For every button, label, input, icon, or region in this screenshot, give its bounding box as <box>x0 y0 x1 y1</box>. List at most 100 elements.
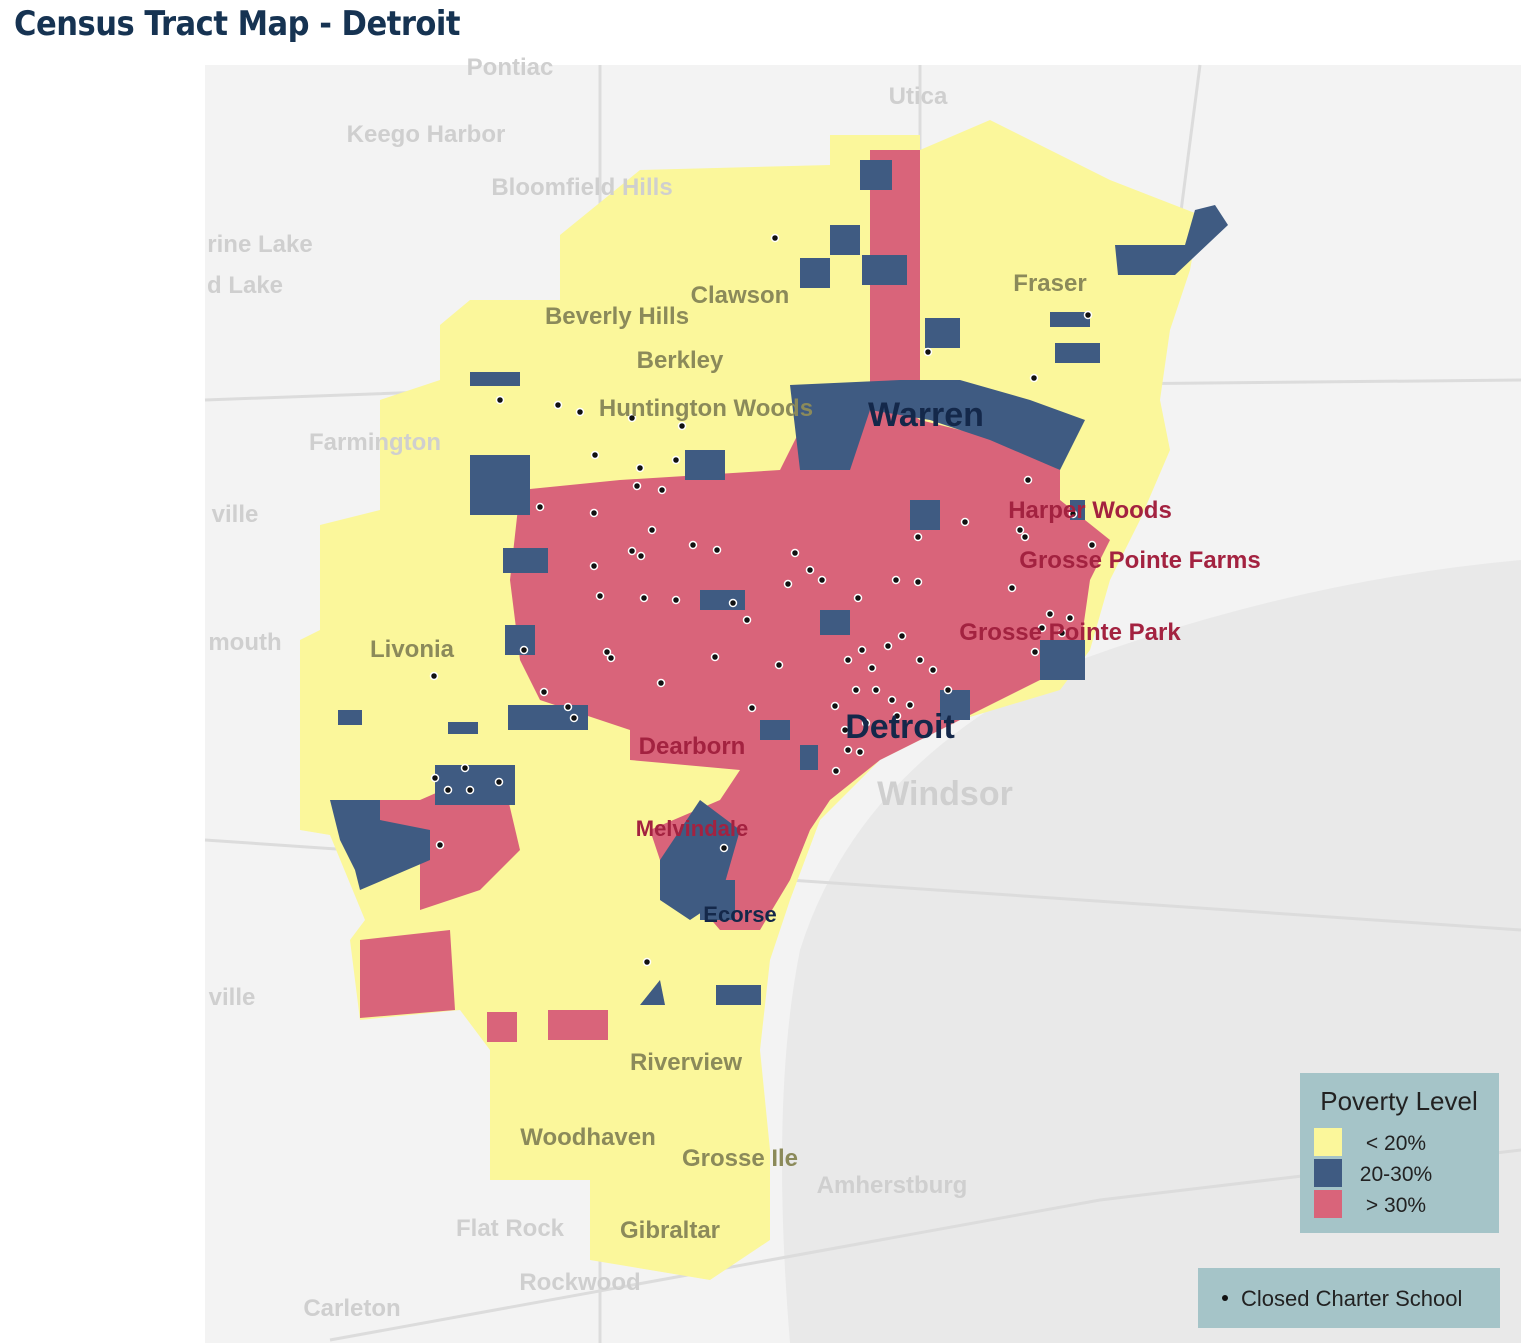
place-label: Grosse Ile <box>682 1145 798 1172</box>
school-dot <box>728 598 738 608</box>
school-dot <box>553 400 563 410</box>
school-dot <box>639 593 649 603</box>
school-dot <box>887 695 897 705</box>
legend-label: 20-30% <box>1360 1163 1432 1186</box>
school-dot <box>905 700 915 710</box>
place-label: Farmington <box>309 429 441 456</box>
school-dot <box>1020 532 1030 542</box>
legend-swatch <box>1314 1190 1342 1218</box>
school-dot <box>943 685 953 695</box>
school-dot <box>915 655 925 665</box>
school-dot <box>602 647 612 657</box>
school-legend-dot <box>1222 1295 1228 1301</box>
place-label: Warren <box>868 396 984 434</box>
school-dot <box>857 645 867 655</box>
school-dot <box>1087 540 1097 550</box>
place-label: Amherstburg <box>817 1172 968 1199</box>
school-dot <box>671 595 681 605</box>
school-dot <box>465 785 475 795</box>
place-label: Melvindale <box>636 816 748 841</box>
school-dot <box>960 517 970 527</box>
school-dot <box>897 631 907 641</box>
school-dot <box>710 652 720 662</box>
school-dot <box>830 701 840 711</box>
school-dot <box>606 653 616 663</box>
school-dot <box>855 747 865 757</box>
school-dot <box>883 641 893 651</box>
school-dot <box>430 773 440 783</box>
school-dot <box>495 395 505 405</box>
school-dot <box>891 575 901 585</box>
school-dot <box>1030 647 1040 657</box>
school-dot <box>913 577 923 587</box>
school-legend: Closed Charter School <box>1198 1268 1500 1328</box>
closed-schools <box>429 233 1097 967</box>
school-dot <box>657 485 667 495</box>
legend: Poverty Level < 20% 20-30% > 30% <box>1300 1073 1499 1233</box>
school-dot <box>535 502 545 512</box>
school-dot <box>1015 525 1025 535</box>
legend-label: < 20% <box>1366 1132 1426 1155</box>
school-dot <box>595 591 605 601</box>
school-dot <box>1007 583 1017 593</box>
school-dot <box>1023 475 1033 485</box>
school-dot <box>861 718 871 728</box>
school-dot <box>1068 509 1078 519</box>
school-dot <box>843 655 853 665</box>
school-dot <box>1065 613 1075 623</box>
place-label: Bloomfield Hills <box>491 174 672 201</box>
school-dot <box>770 233 780 243</box>
school-dot <box>677 421 687 431</box>
school-dot <box>575 407 585 417</box>
school-dot <box>539 687 549 697</box>
place-label: ville <box>209 984 256 1011</box>
place-label: Utica <box>889 83 948 110</box>
school-dot <box>913 532 923 542</box>
school-dot <box>843 745 853 755</box>
school-dot <box>1057 628 1067 638</box>
place-label: Clawson <box>691 282 790 309</box>
school-dot <box>1029 373 1039 383</box>
legend-swatch <box>1314 1128 1342 1156</box>
school-dot <box>636 551 646 561</box>
place-label: Keego Harbor <box>347 121 506 148</box>
school-dot <box>443 785 453 795</box>
place-label: rine Lake <box>207 231 312 258</box>
school-dot <box>647 525 657 535</box>
school-dot <box>851 685 861 695</box>
place-label: Livonia <box>370 636 455 663</box>
place-label: d Lake <box>207 272 283 299</box>
place-label: ville <box>212 501 259 528</box>
school-dot <box>671 455 681 465</box>
school-dot <box>635 463 645 473</box>
school-dot <box>923 347 933 357</box>
place-label: Grosse Pointe Park <box>959 619 1181 646</box>
school-dot <box>656 678 666 688</box>
school-dot <box>590 450 600 460</box>
school-dot <box>892 711 902 721</box>
legend-label: > 30% <box>1366 1194 1426 1217</box>
place-label: Beverly Hills <box>545 303 689 330</box>
place-label: Fraser <box>1013 270 1086 297</box>
page-title: Census Tract Map - Detroit <box>14 4 461 44</box>
place-label: Ecorse <box>703 902 776 927</box>
place-label: mouth <box>208 629 281 656</box>
legend-swatch <box>1314 1159 1342 1187</box>
school-dot <box>460 763 470 773</box>
school-dot <box>563 702 573 712</box>
school-dot <box>688 540 698 550</box>
school-dot <box>1037 623 1047 633</box>
school-dot <box>1083 310 1093 320</box>
school-dot <box>783 579 793 589</box>
school-dot <box>853 593 863 603</box>
school-dot <box>790 548 800 558</box>
place-label: Detroit <box>845 708 955 746</box>
place-labels: Pontiac Utica Keego Harbor Bloomfield Hills… <box>207 54 1261 1322</box>
place-label: Harper Woods <box>1008 497 1172 524</box>
school-dot <box>719 843 729 853</box>
school-dot <box>817 575 827 585</box>
place-label: Rockwood <box>519 1269 640 1296</box>
school-dot <box>494 777 504 787</box>
school-dot <box>867 663 877 673</box>
